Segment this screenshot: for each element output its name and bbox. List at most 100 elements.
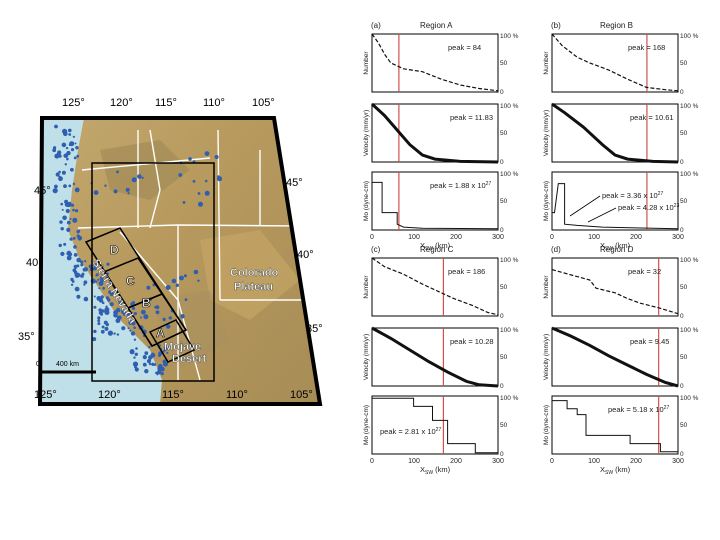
pct-tick: 100 % xyxy=(680,257,699,264)
earthquake-point xyxy=(60,227,64,231)
lat-label-left: 40° xyxy=(26,257,43,269)
earthquake-point xyxy=(75,146,79,150)
earthquake-point xyxy=(106,262,110,266)
earthquake-point xyxy=(155,305,160,310)
number-curve xyxy=(551,33,679,92)
earthquake-point xyxy=(55,172,60,177)
earthquake-point xyxy=(127,327,130,330)
earthquake-point xyxy=(100,295,104,299)
region-outline xyxy=(91,162,215,382)
number-row-label: Number xyxy=(363,51,370,75)
x-tick: 200 xyxy=(630,234,642,241)
earthquake-point xyxy=(83,296,89,302)
pct-tick: 0 xyxy=(500,89,504,96)
scale-bar: 0 400 km xyxy=(36,361,96,374)
region-box-b xyxy=(126,293,188,347)
earthquake-point xyxy=(69,141,75,147)
earthquake-point xyxy=(139,316,142,319)
earthquake-point xyxy=(92,266,97,271)
pct-tick: 100 % xyxy=(680,395,699,402)
pct-tick: 100 % xyxy=(500,327,519,334)
earthquake-point xyxy=(146,285,151,290)
earthquake-point xyxy=(63,184,67,189)
pct-tick: 0 xyxy=(680,227,684,234)
earthquake-point xyxy=(93,190,99,196)
earthquake-point xyxy=(113,313,118,318)
earthquake-point xyxy=(72,237,76,240)
earthquake-point xyxy=(109,291,115,297)
earthquake-point xyxy=(183,274,187,278)
earthquake-point xyxy=(134,352,138,356)
earthquake-point xyxy=(80,260,84,264)
moment-axes xyxy=(551,171,679,231)
earthquake-point xyxy=(66,157,69,161)
number-axes xyxy=(551,33,679,93)
earthquake-point xyxy=(76,264,80,268)
earthquake-point xyxy=(179,275,184,281)
x-axis-label: XSW (km) xyxy=(420,241,451,252)
earthquake-point xyxy=(66,255,72,261)
x-tick: 200 xyxy=(450,458,462,465)
lon-label-top: 115° xyxy=(155,97,177,109)
earthquake-point xyxy=(126,312,132,317)
pct-tick: 50 xyxy=(500,422,508,429)
moment-peak: peak = 2.81 x 1027 xyxy=(380,427,441,436)
x-tick: 300 xyxy=(672,234,684,241)
earthquake-point xyxy=(73,264,78,269)
x-tick: 200 xyxy=(630,458,642,465)
earthquake-point xyxy=(72,182,76,186)
earthquake-point xyxy=(68,128,72,133)
earthquake-point xyxy=(63,131,68,137)
pct-tick: 0 xyxy=(500,451,504,458)
number-curve xyxy=(551,269,679,315)
earthquake-point xyxy=(80,263,84,267)
velocity-axes xyxy=(551,327,679,387)
earthquake-point xyxy=(82,267,87,272)
earthquake-point xyxy=(76,234,80,238)
earthquake-point xyxy=(133,338,137,341)
pct-tick: 100 % xyxy=(500,395,519,402)
earthquake-point xyxy=(78,229,81,232)
mojave-label: Mojave xyxy=(164,341,201,353)
plateau-label: Plateau xyxy=(234,281,273,293)
earthquake-point xyxy=(72,217,78,223)
earthquake-point xyxy=(168,316,172,320)
earthquake-point xyxy=(160,372,164,376)
earthquake-point xyxy=(66,251,71,256)
plot-panel-region-a: (a) Region A 100 % 50 0 Number peak = 84 100 % 5… xyxy=(363,21,519,252)
earthquake-point xyxy=(97,278,100,281)
pct-tick: 50 xyxy=(680,130,688,137)
earthquake-point xyxy=(115,318,121,324)
panel-title: Region D xyxy=(600,245,634,254)
desert-label: Desert xyxy=(172,353,207,365)
region-label-b: B xyxy=(142,296,151,310)
lon-label-top: 125° xyxy=(62,97,85,109)
x-tick: 300 xyxy=(492,234,504,241)
earthquake-point xyxy=(72,268,77,273)
lon-label-bottom: 105° xyxy=(290,389,313,401)
panel-title: Region B xyxy=(600,21,633,30)
earthquake-point xyxy=(97,316,101,320)
earthquake-point xyxy=(66,220,71,225)
earthquake-point xyxy=(57,150,62,155)
earthquake-point xyxy=(93,263,98,268)
lon-label-bottom: 110° xyxy=(226,389,248,401)
earthquake-point xyxy=(135,347,138,350)
earthquake-point xyxy=(204,179,208,183)
earthquake-point xyxy=(162,317,166,322)
map-frame xyxy=(37,116,323,406)
earthquake-point xyxy=(93,295,96,298)
x-axis-label: XSW (km) xyxy=(600,241,631,252)
earthquake-point xyxy=(72,208,75,212)
moment-row-label: Mo (dyne-cm) xyxy=(543,181,550,221)
earthquake-point xyxy=(70,283,74,286)
earthquake-point xyxy=(164,345,170,350)
moment-axes xyxy=(371,171,499,231)
earthquake-point xyxy=(151,352,154,355)
lat-label-right: 35° xyxy=(306,323,323,335)
number-peak: peak = 84 xyxy=(448,43,481,52)
lon-label-bottom: 115° xyxy=(162,389,184,401)
moment-curve xyxy=(552,183,679,230)
earthquake-point xyxy=(63,242,67,246)
